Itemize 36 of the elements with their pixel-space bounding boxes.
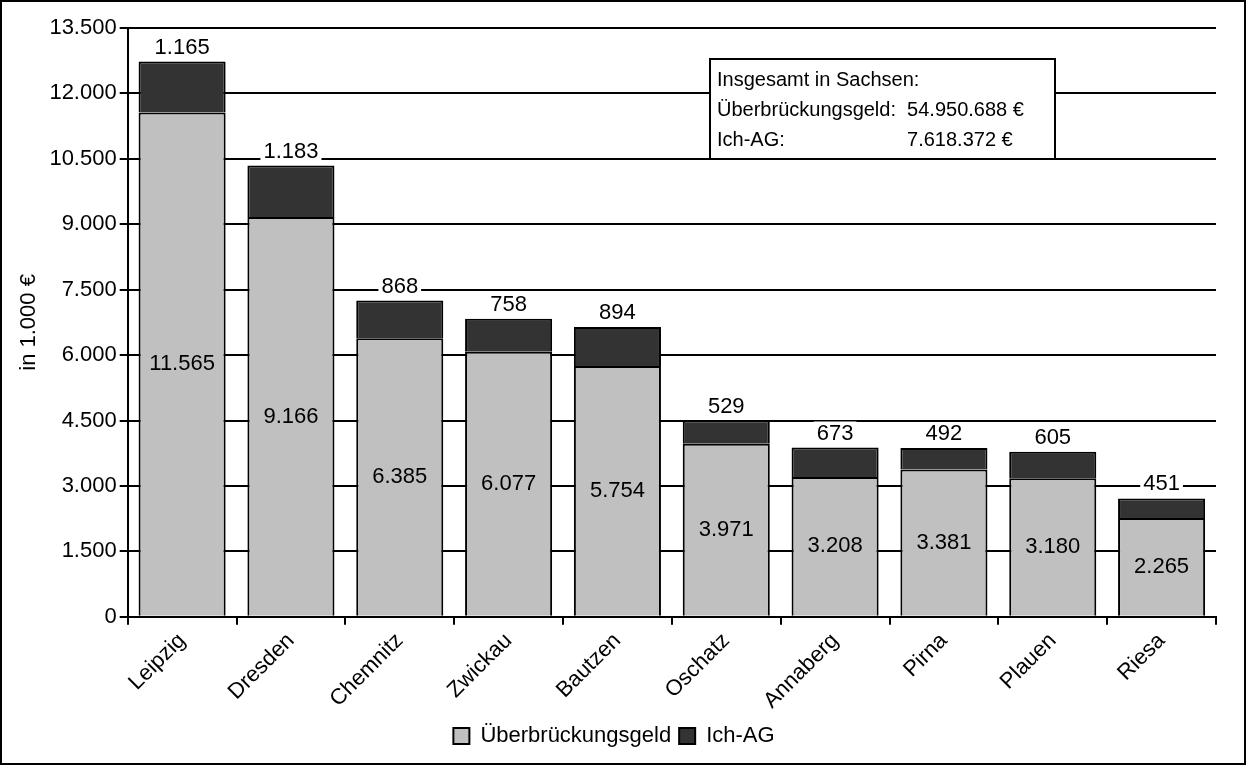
data-label: 673 (816, 419, 854, 445)
y-tick-label: 9.000 (61, 210, 117, 236)
data-label: 3.180 (1025, 533, 1081, 559)
data-label: 868 (381, 272, 419, 298)
y-tick-label: 10.500 (49, 144, 117, 170)
annotation: Insgesamt in Sachsen: (717, 67, 921, 92)
annotation: Überbrückungsgeld: 54.950.688 € (717, 97, 1024, 122)
data-label: 3.208 (807, 532, 863, 558)
data-label: 3.381 (916, 528, 972, 554)
data-label: 3.971 (698, 515, 754, 541)
data-label: 11.565 (149, 350, 215, 376)
y-tick-label: 3.000 (61, 472, 117, 498)
y-tick-label: 13.500 (49, 14, 117, 40)
y-tick-label: 6.000 (61, 341, 117, 367)
data-label: 529 (707, 392, 745, 418)
data-label: 2.265 (1134, 553, 1190, 579)
data-label: 1.183 (263, 137, 319, 163)
y-tick-label: 4.500 (61, 406, 117, 432)
data-label: 1.165 (154, 33, 210, 59)
y-tick-label: 1.500 (61, 537, 117, 563)
legend-label: Überbrückungsgeld (480, 722, 672, 748)
data-label: 605 (1034, 423, 1072, 449)
y-tick-label: 7.500 (61, 275, 117, 301)
data-label: 6.385 (372, 463, 428, 489)
data-label: 5.754 (589, 476, 645, 502)
data-label: 451 (1143, 470, 1180, 496)
data-label: 6.077 (481, 469, 537, 495)
data-label: 758 (490, 290, 527, 316)
data-label: 492 (925, 419, 963, 445)
y-axis-title: in 1.000 € (15, 274, 41, 371)
annotation: Ich-AG: 7.618.372 € (717, 127, 1014, 152)
legend-label: Ich-AG (706, 722, 775, 748)
data-label: 9.166 (263, 402, 319, 428)
data-label: 894 (599, 298, 636, 324)
y-tick-label: 0 (104, 602, 117, 628)
y-tick-label: 12.000 (49, 79, 117, 105)
